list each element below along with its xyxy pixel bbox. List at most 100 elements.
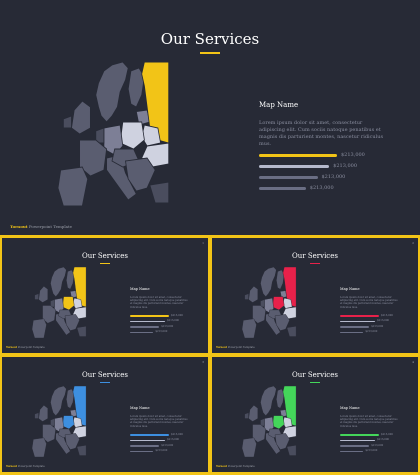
main-slide[interactable]: Our Services Map Name Lorem ipsum dolor … — [0, 0, 420, 235]
thumbnail-slide-2[interactable]: 2 Our Services Map Name Lorem ipsum dolo… — [212, 238, 418, 353]
region-ireland — [244, 293, 249, 300]
bar-value: $213,000 — [171, 313, 183, 317]
europe-map — [58, 62, 170, 207]
map-description: Lorem ipsum dolor sit amet, consectetur … — [130, 296, 188, 309]
bar-value: $213,000 — [167, 319, 180, 323]
value-bar — [130, 450, 154, 452]
region-poland — [119, 121, 145, 150]
region-iberia — [242, 318, 257, 339]
brand-name: Tornout — [6, 346, 18, 349]
value-bar — [340, 450, 364, 452]
bar-value: $213,000 — [309, 184, 334, 191]
brand-name: Tornout — [10, 224, 28, 229]
region-benelux — [50, 299, 55, 308]
region-scandinavia — [260, 267, 277, 297]
value-bar — [130, 439, 166, 441]
region-poland — [62, 296, 75, 311]
bar-value: $213,000 — [377, 319, 390, 323]
slide-number: 4 — [412, 360, 414, 364]
region-benelux — [50, 418, 55, 427]
slide-number: 2 — [412, 241, 414, 245]
title-underline — [310, 263, 320, 264]
bar-value: $213,000 — [365, 449, 378, 453]
map-description: Lorem ipsum dolor sit amet, consectetur … — [259, 120, 384, 147]
bar-value: $213,000 — [167, 438, 180, 442]
bar-value: $213,000 — [161, 324, 174, 328]
region-turkey — [286, 325, 297, 337]
value-bar — [340, 434, 379, 436]
region-uk — [248, 404, 259, 422]
brand: Tornout Powerpoint Template — [6, 465, 45, 468]
bar-value: $213,000 — [321, 173, 346, 180]
region-finland — [66, 388, 75, 409]
value-bar — [340, 445, 370, 447]
region-belarus — [282, 297, 293, 309]
region-balkans — [64, 433, 80, 450]
map-description: Lorem ipsum dolor sit amet, consectetur … — [340, 415, 398, 428]
region-finland — [127, 67, 145, 108]
region-finland — [66, 269, 75, 290]
brand-subtitle: Powerpoint Template — [17, 465, 45, 468]
region-iberia — [242, 437, 257, 458]
bar-value: $213,000 — [371, 324, 384, 328]
thumbnail-slide-3[interactable]: 3 Our Services Map Name Lorem ipsum dolo… — [2, 357, 208, 472]
region-uk — [38, 404, 49, 422]
region-turkey — [286, 444, 297, 456]
value-bar — [340, 320, 376, 322]
slide-number: 3 — [202, 360, 204, 364]
value-bar — [130, 320, 166, 322]
region-ireland — [34, 293, 39, 300]
bar-value: $213,000 — [381, 432, 393, 436]
region-uk — [248, 285, 259, 303]
map-name: Map Name — [259, 101, 299, 109]
region-balkans — [274, 433, 290, 450]
region-belarus — [72, 416, 83, 428]
slide-title: Our Services — [292, 371, 338, 379]
region-turkey — [76, 325, 87, 337]
thumbnail-slide-1[interactable]: 1 Our Services Map Name Lorem ipsum dolo… — [2, 238, 208, 353]
brand-subtitle: Powerpoint Template — [227, 465, 255, 468]
bar-value: $213,000 — [371, 443, 384, 447]
brand: Tornout Powerpoint Template — [216, 465, 255, 468]
region-turkey — [76, 444, 87, 456]
region-ireland — [62, 115, 72, 129]
thumbnail-slide-4[interactable]: 4 Our Services Map Name Lorem ipsum dolo… — [212, 357, 418, 472]
region-belarus — [282, 416, 293, 428]
value-bar — [259, 165, 330, 168]
slide-title: Our Services — [292, 252, 338, 260]
bar-value: $213,000 — [365, 330, 378, 334]
bar-value: $213,000 — [155, 449, 168, 453]
value-bar — [130, 315, 169, 317]
region-iberia — [32, 437, 47, 458]
slide-number: 1 — [202, 241, 204, 245]
bar-value: $213,000 — [333, 162, 358, 169]
brand-subtitle: Powerpoint Template — [17, 346, 45, 349]
bar-value: $213,000 — [161, 443, 174, 447]
map-description: Lorem ipsum dolor sit amet, consectetur … — [340, 296, 398, 309]
brand-subtitle: Powerpoint Template — [227, 346, 255, 349]
title-underline — [310, 382, 320, 383]
europe-map — [32, 386, 87, 458]
value-bar — [259, 187, 306, 190]
title-underline — [100, 382, 110, 383]
map-name: Map Name — [130, 406, 150, 410]
region-ireland — [244, 412, 249, 419]
region-turkey — [149, 181, 170, 204]
bar-value: $213,000 — [155, 330, 168, 334]
bar-value: $213,000 — [171, 432, 183, 436]
europe-map — [32, 267, 87, 339]
brand: Tornout Powerpoint Template — [6, 346, 45, 349]
region-iberia — [58, 166, 89, 207]
europe-map — [242, 267, 297, 339]
value-bar — [130, 331, 154, 333]
value-bar — [130, 434, 169, 436]
map-name: Map Name — [130, 287, 150, 291]
brand-name: Tornout — [216, 465, 228, 468]
brand: Tornout Powerpoint Template — [216, 346, 255, 349]
value-bar — [259, 154, 337, 157]
value-bar — [340, 315, 379, 317]
region-iberia — [32, 318, 47, 339]
brand: Tornout Powerpoint Template — [10, 224, 72, 229]
brand-name: Tornout — [216, 346, 228, 349]
value-bar — [340, 439, 376, 441]
